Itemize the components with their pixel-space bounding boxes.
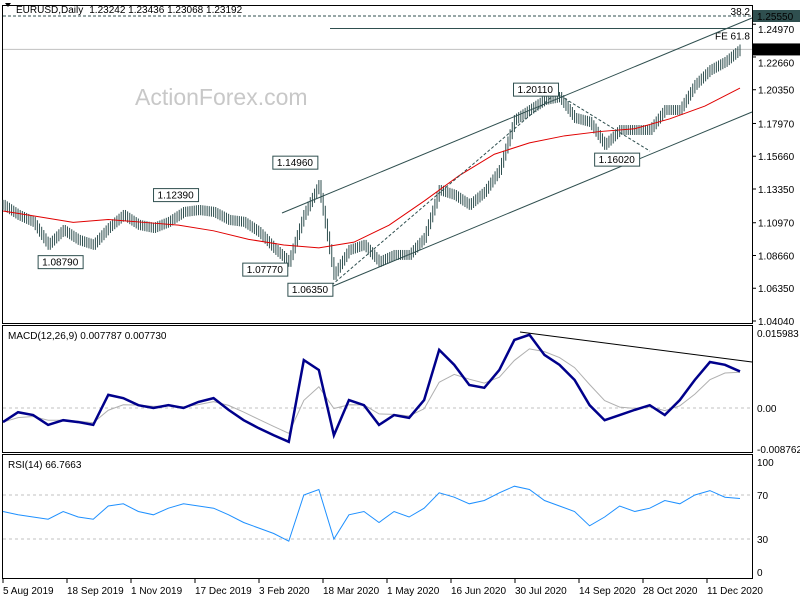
swing-label: 1.07770	[247, 265, 284, 276]
macd-pane-frame	[2, 325, 753, 453]
rsi-title: RSI(14) 66.7663	[8, 460, 82, 471]
price-tick-label: 1.17970	[758, 119, 795, 130]
date-tick-label: 18 Sep 2019	[67, 586, 124, 597]
macd-divergence-trendline	[519, 331, 753, 363]
macd-line	[2, 333, 741, 444]
date-tick-label: 3 Feb 2020	[259, 586, 310, 597]
channel-upper-trendline	[281, 17, 753, 214]
price-tick-label: 1.08660	[758, 251, 795, 262]
rsi-tick-label: 70	[757, 491, 769, 502]
fib-extension-label: FE 61.8	[715, 31, 750, 42]
rsi-pane-frame	[2, 454, 753, 579]
swing-label-box	[242, 262, 289, 277]
swing-label-box	[513, 82, 560, 97]
swing-label: 1.08790	[42, 258, 79, 269]
macd-tick-label: -0.008762	[757, 445, 800, 456]
price-pane-frame	[2, 5, 753, 324]
price-tick-label: 1.06350	[758, 284, 795, 295]
macd-tick-label: 0.015983	[757, 329, 799, 340]
fib-price-badge-label: 1.25550	[757, 12, 794, 23]
swing-label-box	[272, 155, 319, 170]
dashed-trendline-down	[555, 92, 651, 152]
dashed-trendline-up	[327, 92, 557, 289]
watermark: ActionForex.com	[135, 84, 308, 110]
macd-signal-line	[2, 348, 741, 435]
rsi-tick-label: 100	[757, 458, 774, 469]
price-tick-label: 1.20350	[758, 86, 795, 97]
swing-label-box	[594, 152, 641, 167]
price-tick-label: 1.04040	[758, 317, 795, 328]
date-tick-label: 11 Dec 2020	[707, 586, 763, 597]
swing-label-box	[37, 255, 84, 270]
price-tick-label: 1.10970	[758, 219, 795, 230]
date-tick-label: 16 Jun 2020	[451, 586, 506, 597]
date-tick-label: 5 Aug 2019	[3, 586, 54, 597]
swing-label-box	[153, 188, 200, 203]
channel-lower-trendline	[327, 111, 753, 289]
macd-tick-label: 0.00	[757, 404, 777, 415]
current-price-badge-label: 1.23192	[757, 45, 794, 56]
price-tick-label: 1.22660	[758, 58, 795, 69]
price-tick-label: 1.24970	[758, 25, 795, 36]
date-tick-label: 14 Sep 2020	[579, 586, 636, 597]
date-tick-label: 30 Jul 2020	[515, 586, 567, 597]
header-line: EURUSD,Daily 1.23242 1.23436 1.23068 1.23…	[16, 5, 243, 16]
swing-label: 1.06350	[292, 285, 329, 296]
date-tick-label: 18 Mar 2020	[323, 586, 380, 597]
symbol-label: EURUSD,Daily	[16, 5, 83, 16]
price-tick-label: 1.13350	[758, 185, 795, 196]
rsi-tick-label: 0	[757, 568, 763, 579]
macd-title: MACD(12,26,9) 0.007787 0.007730	[8, 331, 167, 342]
date-tick-label: 1 Nov 2019	[131, 586, 183, 597]
swing-label-box	[287, 282, 334, 297]
moving-average-line	[2, 87, 741, 249]
rsi-tick-label: 30	[757, 535, 769, 546]
date-tick-label: 1 May 2020	[387, 586, 440, 597]
current-price-badge	[753, 43, 800, 56]
date-tick-label: 17 Dec 2019	[195, 586, 252, 597]
ohlc-label: 1.23242 1.23436 1.23068 1.23192	[89, 5, 242, 16]
date-tick-label: 28 Oct 2020	[643, 586, 698, 597]
price-tick-label: 1.15660	[758, 152, 795, 163]
swing-label: 1.20110	[518, 85, 554, 96]
swing-label: 1.16020	[599, 155, 636, 166]
collapse-triangle-icon[interactable]	[5, 3, 11, 7]
swing-label: 1.12390	[158, 191, 195, 202]
fib-price-badge	[753, 10, 800, 22]
fib-level-label: 38.2	[731, 7, 751, 18]
swing-label: 1.14960	[277, 158, 314, 169]
rsi-line	[2, 485, 741, 542]
pane-frames	[2, 5, 753, 579]
